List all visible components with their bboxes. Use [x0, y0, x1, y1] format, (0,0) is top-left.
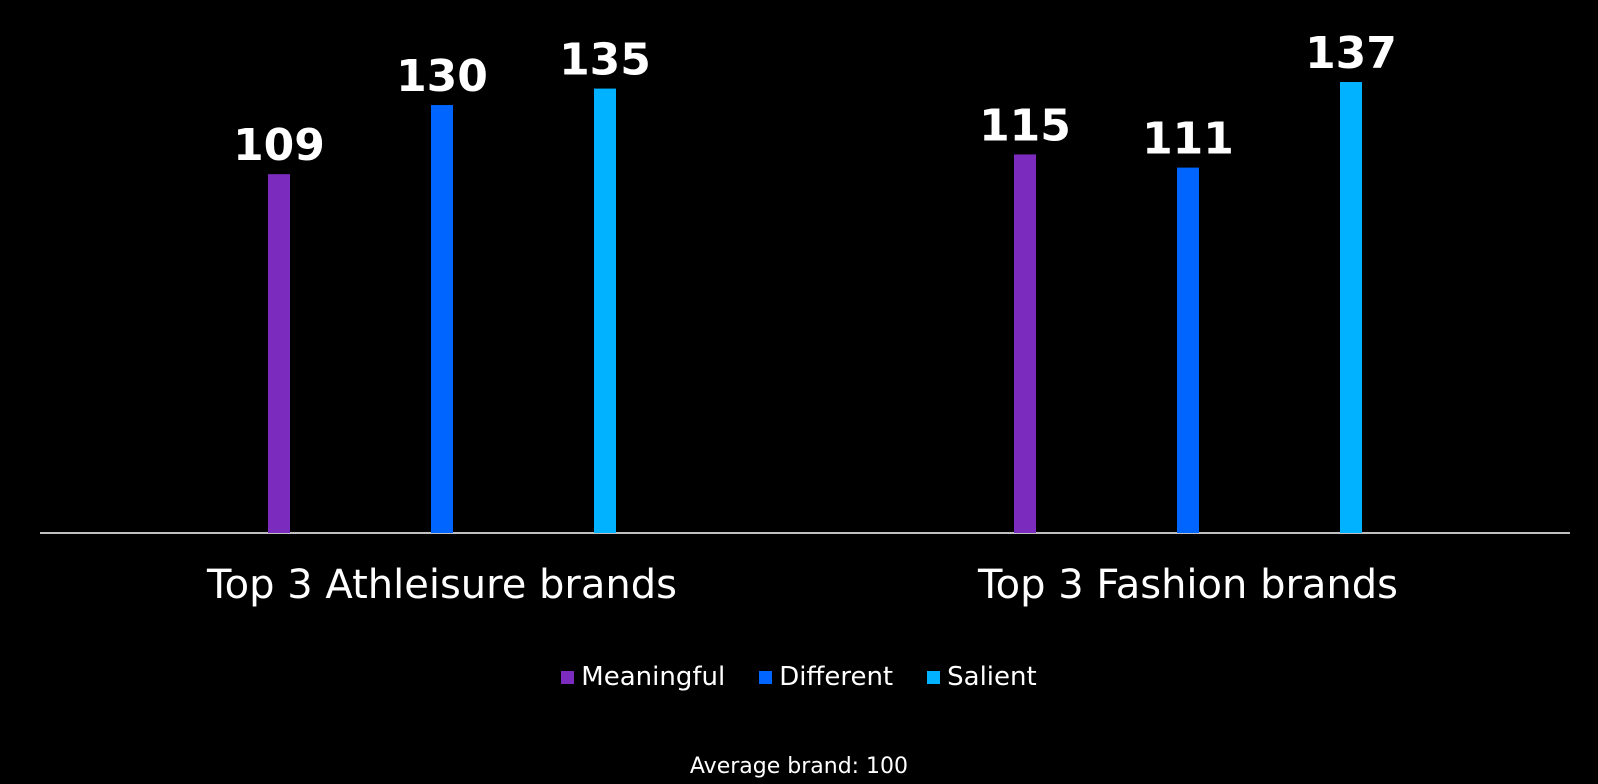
bar-salient-1 — [594, 88, 616, 534]
data-label-salient-2: 137 — [1305, 28, 1397, 79]
legend-item-meaningful: Meaningful — [561, 662, 725, 692]
category-label-1: Top 3 Athleisure brands — [206, 562, 677, 608]
legend-label-salient: Salient — [947, 662, 1037, 692]
legend-label-meaningful: Meaningful — [581, 662, 726, 692]
legend-swatch-salient — [927, 670, 941, 684]
legend-item-different: Different — [759, 662, 893, 692]
data-label-salient-1: 135 — [559, 35, 651, 86]
data-label-meaningful-1: 109 — [233, 120, 325, 171]
data-label-meaningful-2: 115 — [979, 100, 1071, 151]
bar-meaningful-1 — [268, 174, 290, 534]
bar-different-2 — [1177, 167, 1199, 533]
legend-label-different: Different — [779, 662, 894, 692]
bar-chart: 109 130 135 Top 3 Athleisure brands 115 111 13… — [40, 28, 1570, 608]
legend-swatch-meaningful — [561, 670, 575, 684]
bar-salient-2 — [1340, 82, 1362, 533]
bar-different-1 — [431, 105, 453, 533]
legend-swatch-different — [759, 670, 773, 684]
legend-item-salient: Salient — [927, 662, 1037, 692]
category-label-2: Top 3 Fashion brands — [977, 562, 1398, 608]
data-label-different-2: 111 — [1142, 114, 1234, 165]
data-label-different-1: 130 — [396, 51, 488, 102]
chart-legend: Meaningful Different Salient — [0, 662, 1598, 692]
footnote: Average brand: 100 — [689, 754, 909, 779]
bar-meaningful-2 — [1014, 154, 1036, 534]
